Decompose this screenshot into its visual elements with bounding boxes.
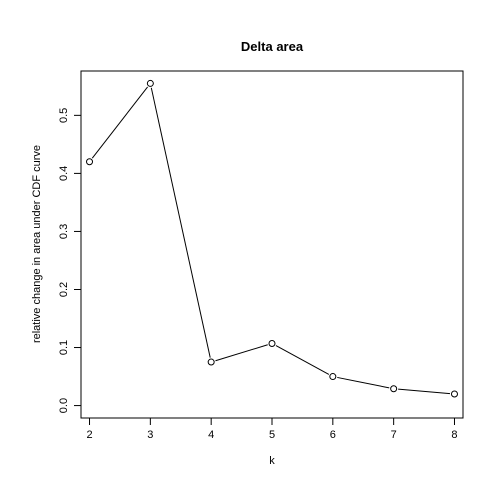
x-tick-label: 7 xyxy=(391,429,397,441)
series-line xyxy=(86,79,458,398)
y-tick-label: 0.1 xyxy=(58,340,70,355)
data-point xyxy=(86,158,94,166)
x-axis: 2 3 4 5 6 7 8 xyxy=(86,417,458,441)
y-tick-label: 0.2 xyxy=(58,282,70,297)
x-tick-label: 8 xyxy=(451,429,457,441)
plot-frame xyxy=(80,70,464,419)
line-segment xyxy=(398,388,451,395)
chart-title: Delta area xyxy=(241,39,304,54)
data-point xyxy=(146,79,154,87)
line-segment xyxy=(150,87,211,358)
data-point xyxy=(329,373,337,381)
line-segment xyxy=(337,376,390,389)
y-tick-label: 0.0 xyxy=(58,398,70,413)
x-tick-label: 3 xyxy=(147,429,153,441)
line-segment xyxy=(275,345,330,375)
y-tick-label: 0.4 xyxy=(58,166,70,181)
x-tick-label: 4 xyxy=(208,429,214,441)
data-point xyxy=(207,358,215,366)
line-segment xyxy=(91,86,148,159)
y-tick-label: 0.5 xyxy=(58,108,70,123)
x-axis-label: k xyxy=(269,455,275,467)
y-axis: 0.0 0.1 0.2 0.3 0.4 0.5 xyxy=(58,108,82,413)
x-tick-label: 6 xyxy=(330,429,336,441)
data-point xyxy=(268,339,276,347)
data-point xyxy=(450,390,458,398)
x-tick-label: 5 xyxy=(269,429,275,441)
data-point xyxy=(390,385,398,393)
y-axis-label: relative change in area under CDF curve xyxy=(31,145,43,343)
x-tick-label: 2 xyxy=(86,429,92,441)
y-tick-label: 0.3 xyxy=(58,224,70,239)
line-segment xyxy=(215,344,268,362)
